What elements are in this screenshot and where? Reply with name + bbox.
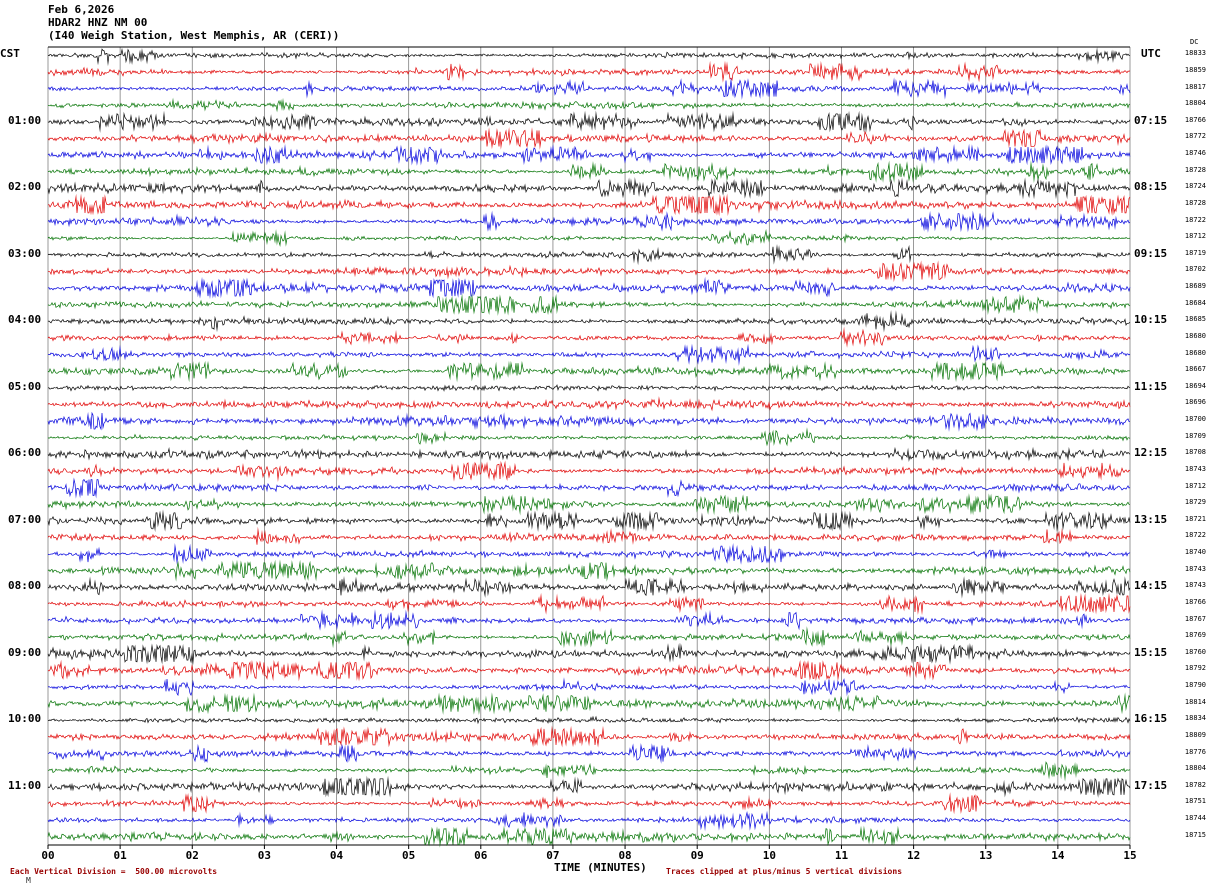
dc-value: 18712	[1184, 232, 1206, 241]
dc-value: 18709	[1184, 431, 1206, 440]
dc-value: 18767	[1184, 614, 1206, 623]
dc-value: 18833	[1184, 49, 1206, 58]
x-tick-label: 03	[257, 849, 272, 862]
hour-label-cst: 07:00	[8, 512, 42, 526]
dc-value: 18746	[1184, 149, 1206, 158]
dc-value: 18751	[1184, 797, 1206, 806]
dc-value: 18721	[1184, 514, 1206, 523]
dc-value: 18740	[1184, 548, 1206, 557]
hour-label-cst: 02:00	[8, 180, 42, 194]
dc-value: 18766	[1184, 597, 1206, 606]
dc-value: 18782	[1184, 780, 1206, 789]
dc-value: 18760	[1184, 647, 1206, 656]
hour-label-utc: 07:15	[1134, 113, 1168, 127]
footer-scale-note: Each Vertical Division = 500.00 microvol…	[10, 867, 218, 876]
dc-value: 18680	[1184, 331, 1206, 340]
x-tick-label: 14	[1051, 849, 1065, 862]
x-tick-label: 10	[762, 849, 776, 862]
dc-value: 18804	[1184, 99, 1206, 108]
dc-value: 18728	[1184, 165, 1206, 174]
hour-label-cst: 11:00	[8, 778, 42, 792]
hour-label-utc: 09:15	[1134, 246, 1168, 260]
dc-value: 18684	[1184, 298, 1206, 307]
hour-label-utc: 14:15	[1134, 579, 1168, 593]
dc-value: 18719	[1184, 248, 1206, 257]
dc-value: 18685	[1184, 315, 1206, 324]
hour-label-utc: 13:15	[1134, 512, 1168, 526]
x-tick-label: 15	[1123, 849, 1137, 862]
dc-value: 18696	[1184, 398, 1206, 407]
dc-value: 18715	[1184, 830, 1206, 839]
dc-value: 18728	[1184, 198, 1206, 207]
right-axis-header: UTC	[1141, 47, 1161, 61]
dc-value: 18769	[1184, 631, 1206, 640]
x-tick-label: 04	[329, 849, 344, 862]
dc-value: 18804	[1184, 764, 1206, 773]
hour-label-cst: 03:00	[8, 246, 42, 260]
dc-value: 18743	[1184, 581, 1206, 590]
dc-value: 18766	[1184, 115, 1206, 124]
dc-value: 18729	[1184, 498, 1206, 507]
dc-value: 18722	[1184, 215, 1206, 224]
x-tick-label: 02	[185, 849, 199, 862]
dc-value: 18712	[1184, 481, 1206, 490]
dc-value: 18667	[1184, 365, 1206, 374]
x-tick-label: 07	[546, 849, 560, 862]
dc-value: 18689	[1184, 282, 1206, 291]
dc-value: 18743	[1184, 464, 1206, 473]
dc-value: 18814	[1184, 697, 1206, 706]
x-tick-label: 08	[618, 849, 632, 862]
dc-value: 18722	[1184, 531, 1206, 540]
dc-value: 18708	[1184, 448, 1206, 457]
dc-value: 18743	[1184, 564, 1206, 573]
left-axis-header: CST	[0, 47, 20, 61]
dc-value: 18694	[1184, 381, 1206, 390]
dc-value: 18790	[1184, 681, 1206, 690]
x-tick-label: 05	[402, 849, 416, 862]
hour-label-utc: 17:15	[1134, 778, 1168, 792]
dc-value: 18680	[1184, 348, 1206, 357]
hour-label-cst: 09:00	[8, 645, 42, 659]
dc-value: 18792	[1184, 664, 1206, 673]
dc-value: 18772	[1184, 132, 1206, 141]
hour-label-cst: 01:00	[8, 113, 42, 127]
dc-value: 18702	[1184, 265, 1206, 274]
hour-label-utc: 10:15	[1134, 313, 1168, 327]
dc-value: 18834	[1184, 714, 1206, 723]
hour-label-cst: 06:00	[8, 446, 42, 460]
dc-value: 18859	[1184, 65, 1206, 74]
dc-value: 18809	[1184, 730, 1206, 739]
x-tick-label: 12	[906, 849, 921, 862]
x-tick-label: 06	[474, 849, 488, 862]
x-tick-label: 09	[690, 849, 704, 862]
hour-label-utc: 15:15	[1134, 645, 1168, 659]
hour-label-cst: 05:00	[8, 379, 42, 393]
hour-label-cst: 10:00	[8, 712, 42, 726]
hour-label-utc: 12:15	[1134, 446, 1168, 460]
dc-value: 18700	[1184, 415, 1206, 424]
x-tick-label: 01	[113, 849, 127, 862]
footer-clip-note: Traces clipped at plus/minus 5 vertical …	[666, 867, 903, 876]
hour-label-utc: 11:15	[1134, 379, 1168, 393]
dc-value: 18724	[1184, 182, 1206, 191]
dc-column-header: DC	[1190, 38, 1199, 46]
dc-value: 18817	[1184, 82, 1206, 91]
hour-label-cst: 08:00	[8, 579, 42, 593]
x-tick-label: 00	[41, 849, 55, 862]
x-tick-label: 11	[834, 849, 849, 862]
hour-label-cst: 04:00	[8, 313, 42, 327]
dc-value: 18776	[1184, 747, 1206, 756]
hour-label-utc: 08:15	[1134, 180, 1168, 194]
x-axis-title: TIME (MINUTES)	[554, 861, 647, 874]
dc-value: 18744	[1184, 814, 1206, 823]
watermark-mark: M	[26, 876, 31, 885]
x-tick-label: 13	[979, 849, 993, 862]
hour-label-utc: 16:15	[1134, 712, 1168, 726]
